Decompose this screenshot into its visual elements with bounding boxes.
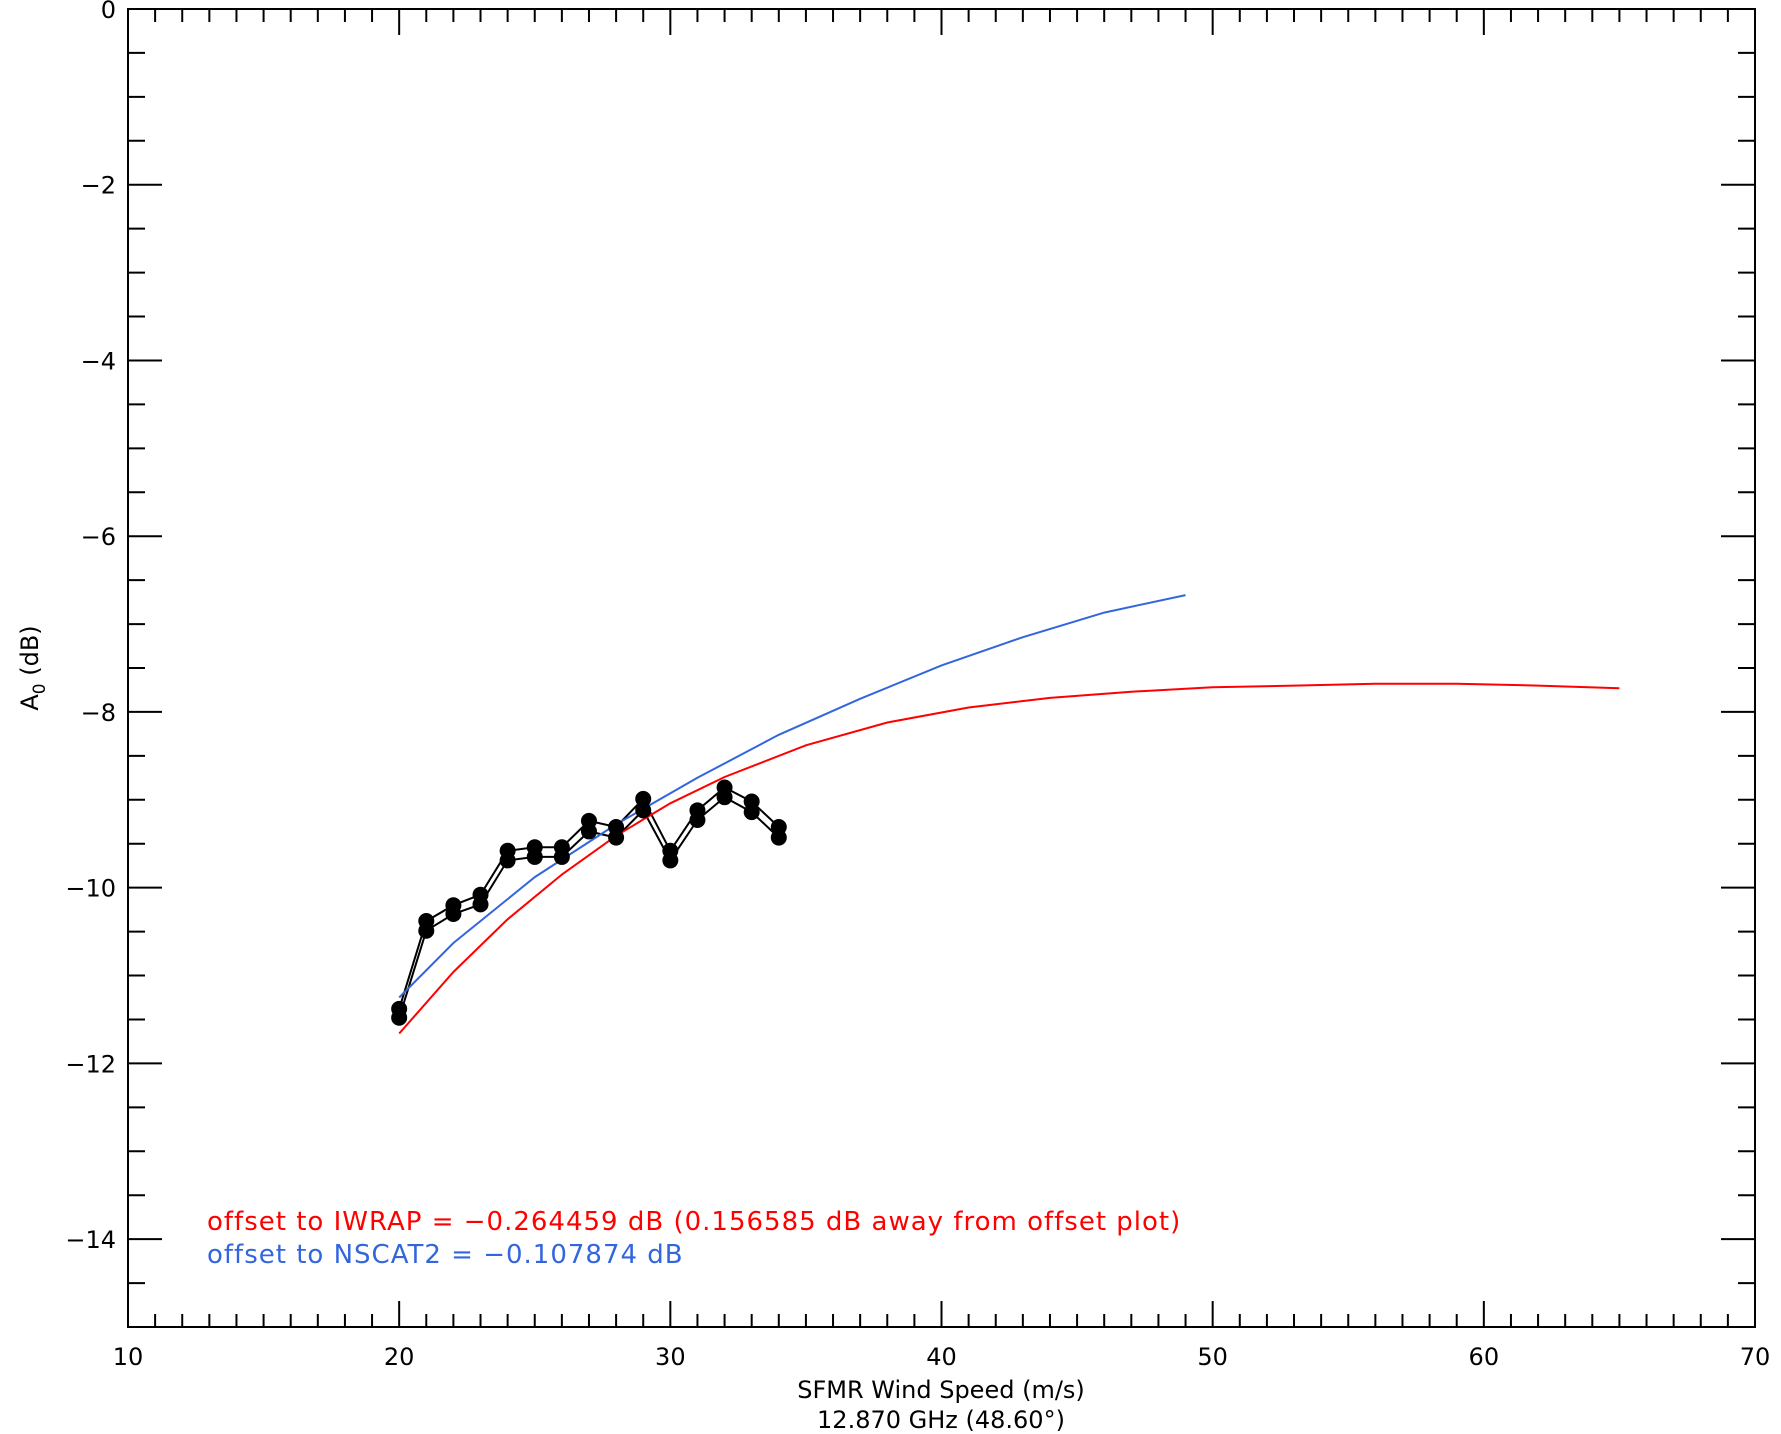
- x-tick-label: 30: [655, 1343, 686, 1371]
- y-tick-label: −2: [81, 172, 116, 200]
- y-axis-label-main: A: [16, 694, 44, 711]
- y-axis-label-unit: (dB): [16, 625, 44, 683]
- y-tick-label: 0: [101, 0, 116, 24]
- x-tick-label: 20: [384, 1343, 415, 1371]
- series-1-point: [445, 906, 462, 923]
- y-tick-label: −10: [65, 875, 116, 903]
- axis-ticks: [127, 8, 1756, 1328]
- series-1-point: [662, 852, 679, 869]
- series-1-point: [418, 922, 435, 939]
- x-tick-label: 50: [1197, 1343, 1228, 1371]
- x-axis-sublabel: 12.870 GHz (48.60°): [817, 1406, 1065, 1434]
- series-1-point: [716, 789, 733, 806]
- series-1-point: [635, 802, 652, 819]
- y-axis-label-subscript: 0: [30, 683, 50, 694]
- x-tick-label: 70: [1740, 1343, 1771, 1371]
- series-3-line: [398, 594, 1186, 999]
- x-tick-label: 40: [926, 1343, 957, 1371]
- series-1-point: [689, 812, 706, 829]
- series-2-line: [398, 682, 1620, 1035]
- x-tick-label: 60: [1469, 1343, 1500, 1371]
- plot-frame: [127, 8, 1756, 1328]
- series-1-point: [499, 852, 516, 869]
- series-1-point: [553, 848, 570, 865]
- y-tick-label: −4: [81, 347, 116, 375]
- tick-labels: 10 20 30 40 50 60 70 0 −2 −4 −6 −8 −10 −12 −14: [65, 0, 1770, 1371]
- series-0-point: [635, 790, 652, 807]
- y-tick-label: −14: [65, 1226, 116, 1254]
- y-tick-label: −8: [81, 699, 116, 727]
- series-1-point: [391, 1009, 408, 1026]
- annotation-iwrap-offset: offset to IWRAP = −0.264459 dB (0.156585…: [207, 1207, 1181, 1237]
- series-1-point: [526, 848, 543, 865]
- y-tick-label: −6: [81, 523, 116, 551]
- x-axis-label: SFMR Wind Speed (m/s): [797, 1376, 1085, 1404]
- annotation-nscat2-offset: offset to NSCAT2 = −0.107874 dB: [207, 1240, 684, 1270]
- series-1-point: [608, 829, 625, 846]
- y-axis-label: A0 (dB): [16, 625, 50, 710]
- series-1-point: [580, 823, 597, 840]
- series-1-point: [472, 896, 489, 913]
- series-layer: [391, 594, 1620, 1035]
- x-tick-label: 10: [113, 1343, 144, 1371]
- y-tick-label: −12: [65, 1050, 116, 1078]
- series-1-point: [770, 829, 787, 846]
- series-1-point: [743, 804, 760, 821]
